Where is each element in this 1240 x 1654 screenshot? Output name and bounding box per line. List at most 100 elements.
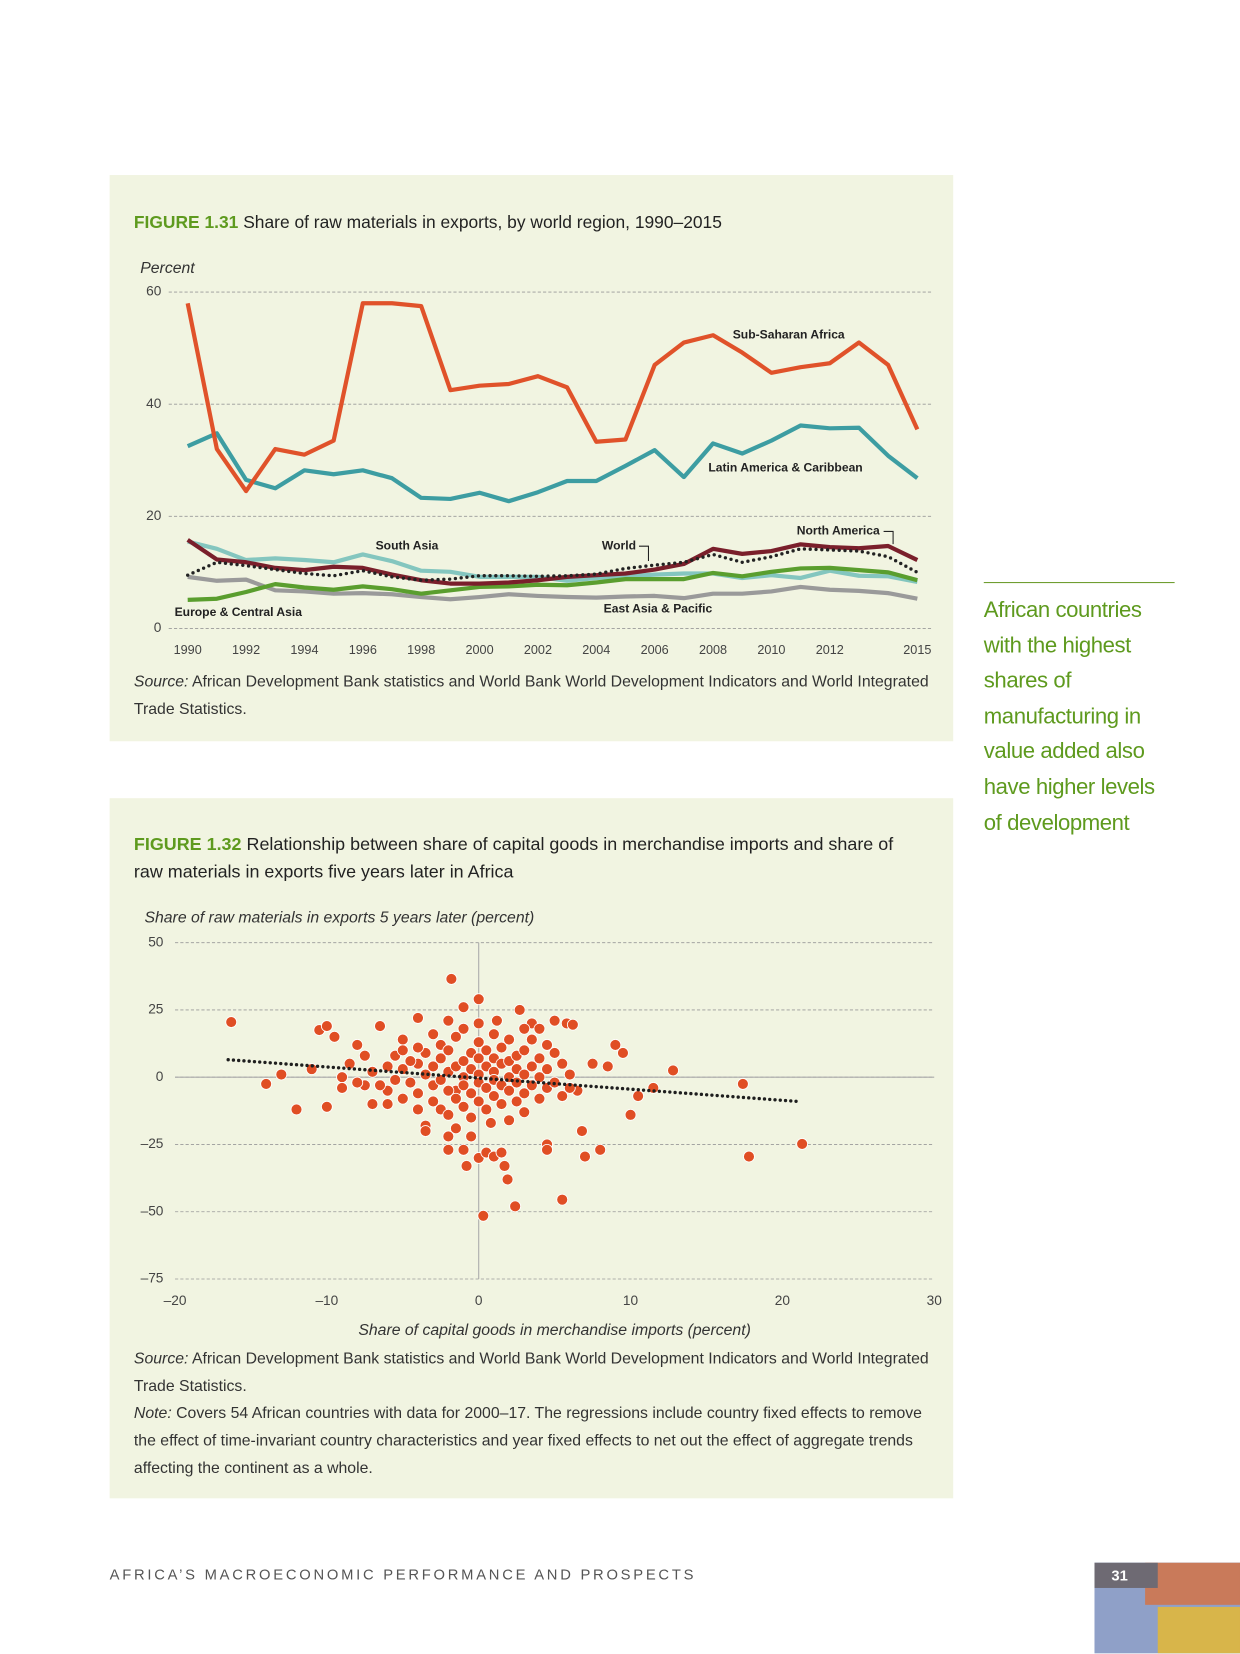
scatter-point xyxy=(518,1068,531,1081)
scatter-point xyxy=(518,1022,531,1035)
scatter-point xyxy=(336,1082,348,1094)
scatter-point xyxy=(510,1095,523,1108)
scatter-point xyxy=(442,1108,455,1121)
scatter-point xyxy=(442,1014,455,1027)
scatter-point xyxy=(434,1052,447,1065)
series-label: South Asia xyxy=(376,538,439,552)
sidebar-line: have higher levels xyxy=(983,774,1155,800)
scatter-point xyxy=(442,1143,455,1156)
scatter-point xyxy=(472,1036,485,1049)
scatter-point xyxy=(667,1064,679,1077)
scatter-point xyxy=(450,1030,462,1043)
scatter-point xyxy=(396,1033,409,1046)
scatter-point xyxy=(548,1047,561,1059)
scatter-point xyxy=(412,1012,424,1024)
series-line xyxy=(186,538,919,586)
y-axis-label: Share of raw materials in exports 5 year… xyxy=(144,910,534,927)
scatter-point xyxy=(445,973,458,985)
scatter-point xyxy=(457,1100,470,1113)
scatter-point xyxy=(563,1082,576,1094)
running-title: AFRICA’S MACROECONOMIC PERFORMANCE AND P… xyxy=(109,1565,697,1583)
scatter-point xyxy=(576,1125,588,1137)
sidebar-line: with the highest xyxy=(983,633,1132,658)
scatter-point xyxy=(509,1200,522,1213)
scatter-point xyxy=(427,1095,440,1108)
series-label: World xyxy=(602,538,636,552)
leader-line xyxy=(638,545,649,561)
scatter-point xyxy=(412,1087,424,1100)
scatter-point xyxy=(320,1100,333,1113)
scatter-point xyxy=(472,1052,485,1065)
scatter-point xyxy=(548,1014,561,1027)
note-text: Covers 54 African countries with data fo… xyxy=(133,1404,922,1478)
x-axis-label: Share of capital goods in merchandise im… xyxy=(358,1322,751,1339)
scatter-point xyxy=(404,1076,417,1089)
scatter-point xyxy=(396,1063,409,1076)
scatter-point xyxy=(503,1114,515,1127)
scatter-point xyxy=(487,1028,500,1041)
scatter-point xyxy=(609,1039,622,1051)
scatter-point xyxy=(487,1090,500,1102)
figure-panel xyxy=(109,175,954,742)
sidebar-line: value added also xyxy=(983,739,1145,764)
scatter-point xyxy=(336,1071,348,1084)
scatter-point xyxy=(624,1108,637,1121)
figure-label: FIGURE 1.32 xyxy=(133,834,242,855)
scatter-point xyxy=(632,1090,645,1102)
x-tick-label: –10 xyxy=(315,1293,338,1308)
series-label: Latin America & Caribbean xyxy=(708,460,862,474)
scatter-point xyxy=(796,1138,809,1150)
x-tick-label: 2008 xyxy=(699,643,727,657)
page-corner: 31 xyxy=(1094,1562,1240,1654)
scatter-point xyxy=(472,993,485,1006)
y-tick-label: 40 xyxy=(146,396,162,411)
scatter-point xyxy=(366,1098,379,1111)
series-label: Europe & Central Asia xyxy=(175,605,303,619)
scatter-point xyxy=(412,1103,424,1116)
y-tick-label: 0 xyxy=(156,1069,164,1084)
x-tick-label: 0 xyxy=(475,1293,483,1308)
scatter-point xyxy=(503,1084,515,1097)
scatter-point xyxy=(503,1033,515,1046)
scatter-point xyxy=(480,1082,493,1094)
scatter-point xyxy=(404,1055,417,1067)
scatter-point xyxy=(556,1057,569,1070)
scatter-point xyxy=(442,1044,455,1057)
source-label: Source: xyxy=(133,672,189,691)
scatter-point xyxy=(225,1016,238,1028)
texture xyxy=(1145,1562,1240,1605)
scatter-point xyxy=(457,1079,470,1092)
y-tick-label: –50 xyxy=(141,1203,164,1218)
figure-title: FIGURE 1.32 Relationship between share o… xyxy=(134,831,909,886)
x-tick-label: 2000 xyxy=(465,643,493,657)
scatter-point xyxy=(374,1020,386,1032)
x-tick-label: 2002 xyxy=(524,643,552,657)
y-tick-label: 0 xyxy=(154,620,162,635)
x-tick-label: 2004 xyxy=(582,643,610,657)
scatter-point xyxy=(647,1082,660,1094)
source-text: African Development Bank statistics and … xyxy=(133,1349,929,1395)
scatter-point xyxy=(518,1044,531,1057)
scatter-point xyxy=(358,1049,371,1062)
y-tick-label: –75 xyxy=(141,1271,164,1286)
scatter-point xyxy=(427,1060,440,1073)
scatter-point xyxy=(260,1078,273,1090)
sidebar-line: shares of xyxy=(983,668,1072,693)
x-tick-label: 1994 xyxy=(290,643,318,657)
x-tick-label: 2012 xyxy=(816,643,844,657)
page-number: 31 xyxy=(1111,1566,1128,1584)
scatter-point xyxy=(484,1117,497,1129)
scatter-point xyxy=(457,1022,470,1035)
texture xyxy=(1157,1606,1240,1654)
scatter-point xyxy=(465,1111,478,1124)
figure-panel xyxy=(109,798,954,1499)
scatter-point xyxy=(427,1028,440,1041)
scatter-point xyxy=(457,1055,470,1067)
x-tick-label: 20 xyxy=(775,1293,791,1308)
sidebar-line: of development xyxy=(983,810,1130,835)
series-label: Sub-Saharan Africa xyxy=(733,328,845,342)
source: Source: African Development Bank statist… xyxy=(134,1345,931,1482)
scatter-point xyxy=(533,1052,546,1065)
scatter-point xyxy=(275,1068,288,1081)
